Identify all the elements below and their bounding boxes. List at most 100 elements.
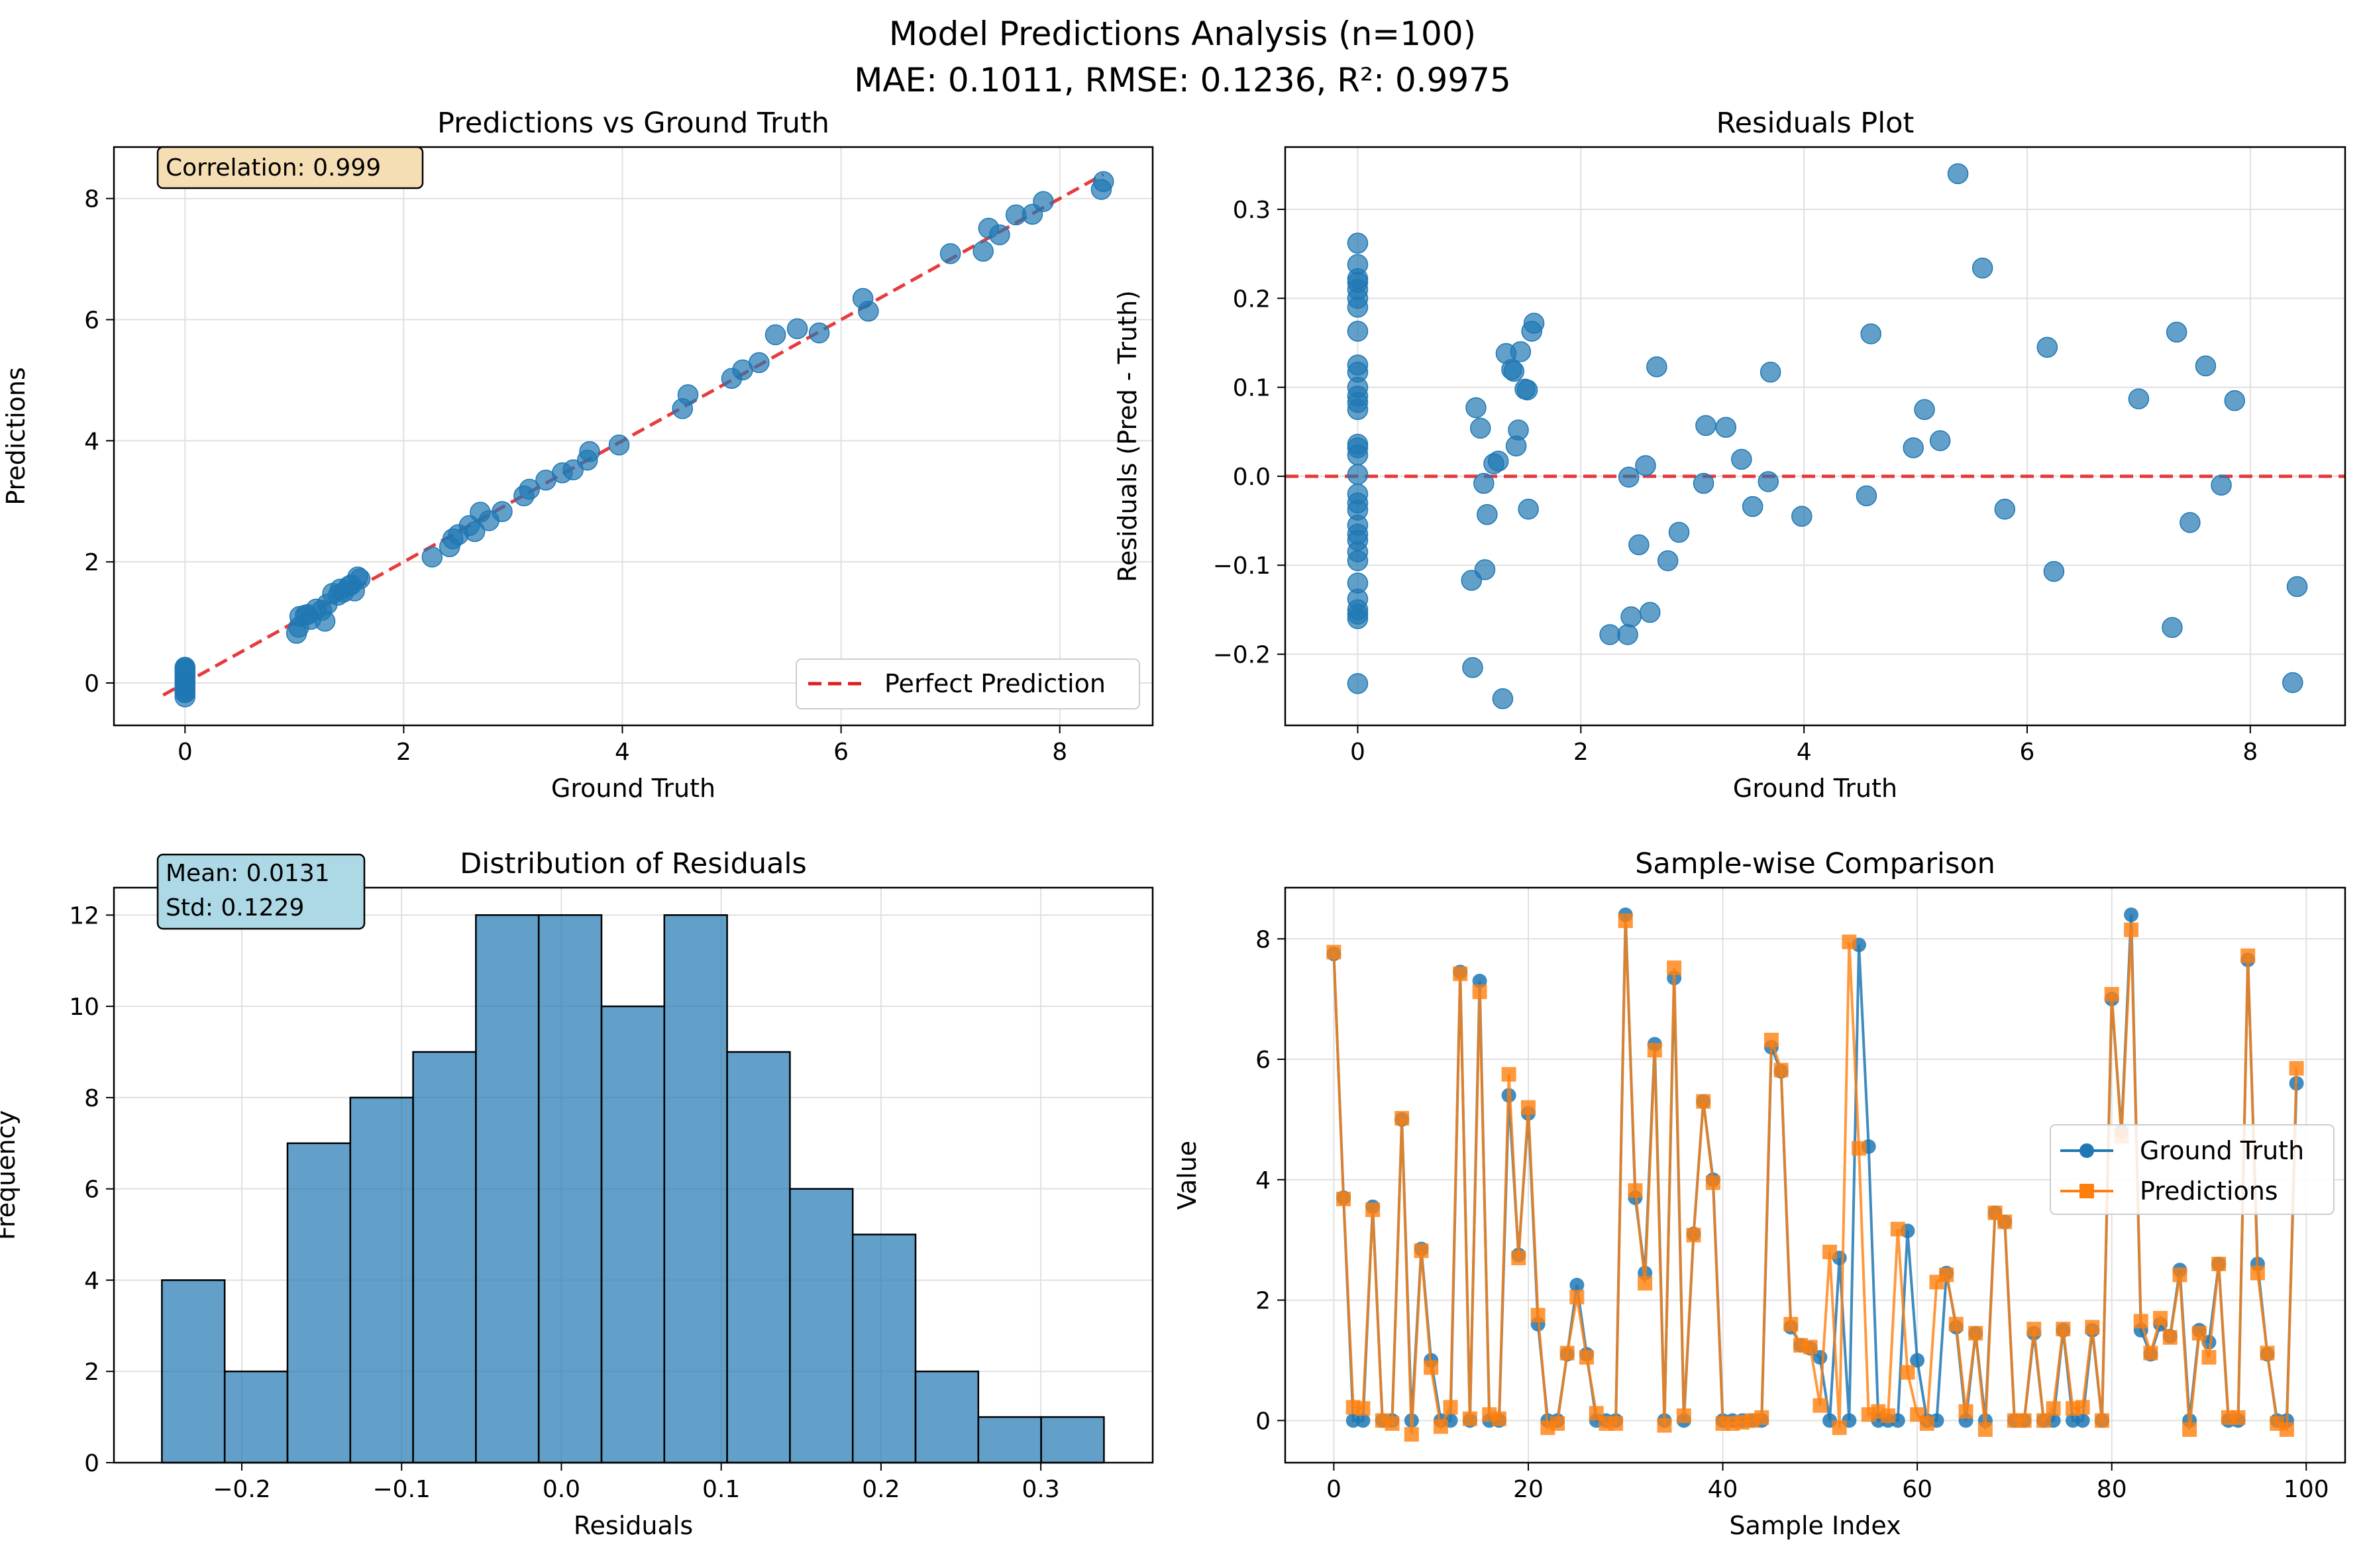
pvg-xtick-label-4: 8 xyxy=(1052,739,1067,766)
sample-pred-point-8 xyxy=(1404,1427,1419,1442)
sample-pred-point-85 xyxy=(2153,1310,2168,1326)
resid-point-52 xyxy=(1523,313,1545,334)
resid-point-70 xyxy=(1791,505,1813,527)
resid-point-61 xyxy=(1657,550,1679,572)
hist-ytick-label-6: 12 xyxy=(69,902,99,929)
sample-pred-point-49 xyxy=(1803,1339,1818,1355)
sample-pred-point-78 xyxy=(2085,1320,2100,1335)
sample-frame xyxy=(1284,886,2346,1464)
resid-point-78 xyxy=(1994,498,2016,520)
resid-point-81 xyxy=(2128,388,2150,409)
figure-title-line1: Model Predictions Analysis (n=100) xyxy=(889,15,1476,53)
resid-point-65 xyxy=(1715,417,1737,438)
sample-pred-point-98 xyxy=(2279,1422,2294,1437)
sample-ytick-label-3: 6 xyxy=(1255,1047,1271,1074)
sample-pred-point-79 xyxy=(2095,1413,2110,1428)
hist-ytick-label-4: 8 xyxy=(84,1085,99,1112)
resid-point-64 xyxy=(1695,415,1716,437)
resid-point-84 xyxy=(2180,512,2201,533)
pvg-legend-box xyxy=(796,658,1140,709)
sample-xtick-label-5: 100 xyxy=(2284,1476,2329,1503)
resid-point-30 xyxy=(1347,608,1369,629)
sample-xtick-label-4: 80 xyxy=(2097,1476,2127,1503)
hist-bar-4 xyxy=(412,1051,477,1464)
resid-point-36 xyxy=(1473,472,1495,494)
resid-point-75 xyxy=(1929,430,1951,451)
sample-ytick-label-0: 0 xyxy=(1255,1408,1271,1435)
sample-pred-point-54 xyxy=(1852,1141,1867,1156)
sample-pred-point-32 xyxy=(1638,1276,1653,1291)
resid-point-53 xyxy=(1599,624,1620,645)
resid-ytick-label-2: 0.0 xyxy=(1233,464,1271,491)
hist-bar-11 xyxy=(851,1233,917,1464)
resid-frame xyxy=(1284,146,2346,727)
pvg-ytick-label-0: 0 xyxy=(84,670,99,698)
resid-point-77 xyxy=(1971,257,1993,279)
resid-xtick-label-4: 8 xyxy=(2242,739,2258,766)
resid-point-68 xyxy=(1758,471,1779,492)
pvg-point-70 xyxy=(1033,191,1054,213)
sample-xtick-label-1: 20 xyxy=(1513,1476,1544,1503)
resid-point-76 xyxy=(1947,163,1969,185)
pvg-point-65 xyxy=(972,240,994,262)
hist-annotation-box xyxy=(156,853,366,930)
hist-bar-0 xyxy=(161,1279,226,1464)
sample-pred-point-24 xyxy=(1559,1345,1575,1361)
pvg-xtick-label-2: 4 xyxy=(615,739,630,766)
hist-xtick-label-1: −0.1 xyxy=(373,1476,431,1503)
pvg-point-55 xyxy=(677,384,699,405)
hist-ylabel: Frequency xyxy=(0,1110,21,1240)
sample-pred-point-65 xyxy=(1958,1404,1973,1419)
sample-pred-point-57 xyxy=(1881,1408,1896,1424)
sample-ytick-label-2: 4 xyxy=(1255,1167,1271,1194)
sample-pred-point-61 xyxy=(1919,1416,1934,1431)
resid-axes: 0 2 4 6 8 −0.2 −0.1 0.0 0.1 0.2 0.3 Residuals Plot G… xyxy=(1113,107,2346,803)
sample-pred-point-86 xyxy=(2162,1330,2178,1345)
hist-bar-3 xyxy=(349,1096,414,1464)
resid-point-63 xyxy=(1693,472,1714,494)
pvg-xtick-label-1: 2 xyxy=(396,739,411,766)
resid-point-71 xyxy=(1856,485,1877,507)
sample-pred-point-29 xyxy=(1608,1416,1624,1431)
resid-point-89 xyxy=(2286,576,2308,598)
pvg-point-60 xyxy=(786,318,808,339)
pvg-axes: 0 2 4 6 8 0 2 4 6 8 Predictions vs Ground Truth Gro… xyxy=(1,107,1154,803)
sample-gt-point-77 xyxy=(2075,1413,2090,1428)
sample-pred-point-66 xyxy=(1968,1326,1983,1341)
sample-pred-point-96 xyxy=(2260,1345,2275,1361)
sample-pred-point-75 xyxy=(2056,1322,2071,1337)
sample-pred-point-9 xyxy=(1414,1243,1429,1259)
pvg-point-36 xyxy=(349,568,371,590)
pvg-ytick-label-4: 8 xyxy=(84,186,99,213)
sample-legend-gt-swatch-marker xyxy=(2079,1143,2094,1158)
resid-point-13 xyxy=(1347,399,1369,420)
sample-legend-gt-label: Ground Truth xyxy=(2140,1136,2304,1165)
sample-pred-point-1 xyxy=(1336,1191,1351,1206)
resid-point-44 xyxy=(1503,360,1525,382)
resid-xtick-label-0: 0 xyxy=(1350,739,1365,766)
resid-point-40 xyxy=(1487,450,1509,472)
hist-annotation-line2: Std: 0.1229 xyxy=(166,894,304,921)
sample-pred-point-90 xyxy=(2201,1349,2217,1365)
resid-point-62 xyxy=(1668,521,1690,543)
resid-point-17 xyxy=(1347,464,1369,486)
sample-pred-point-80 xyxy=(2104,986,2119,1002)
sample-xtick-label-2: 40 xyxy=(1708,1476,1738,1503)
sample-pred-point-45 xyxy=(1763,1032,1779,1047)
resid-point-72 xyxy=(1860,323,1881,344)
hist-annotation-line1: Mean: 0.0131 xyxy=(166,860,330,887)
sample-pred-point-64 xyxy=(1948,1316,1964,1332)
sample-pred-point-34 xyxy=(1657,1418,1672,1433)
sample-pred-point-95 xyxy=(2250,1265,2265,1281)
resid-ytick-label-5: 0.3 xyxy=(1233,197,1271,224)
resid-point-79 xyxy=(2036,337,2058,358)
sample-xlabel: Sample Index xyxy=(1729,1511,1901,1540)
sample-pred-point-18 xyxy=(1501,1067,1516,1082)
resid-point-82 xyxy=(2162,617,2183,639)
resid-point-60 xyxy=(1646,356,1667,378)
pvg-point-64 xyxy=(939,243,961,264)
resid-point-54 xyxy=(1617,624,1638,645)
hist-xtick-label-5: 0.3 xyxy=(1022,1476,1060,1503)
hist-bar-7 xyxy=(600,1005,666,1464)
